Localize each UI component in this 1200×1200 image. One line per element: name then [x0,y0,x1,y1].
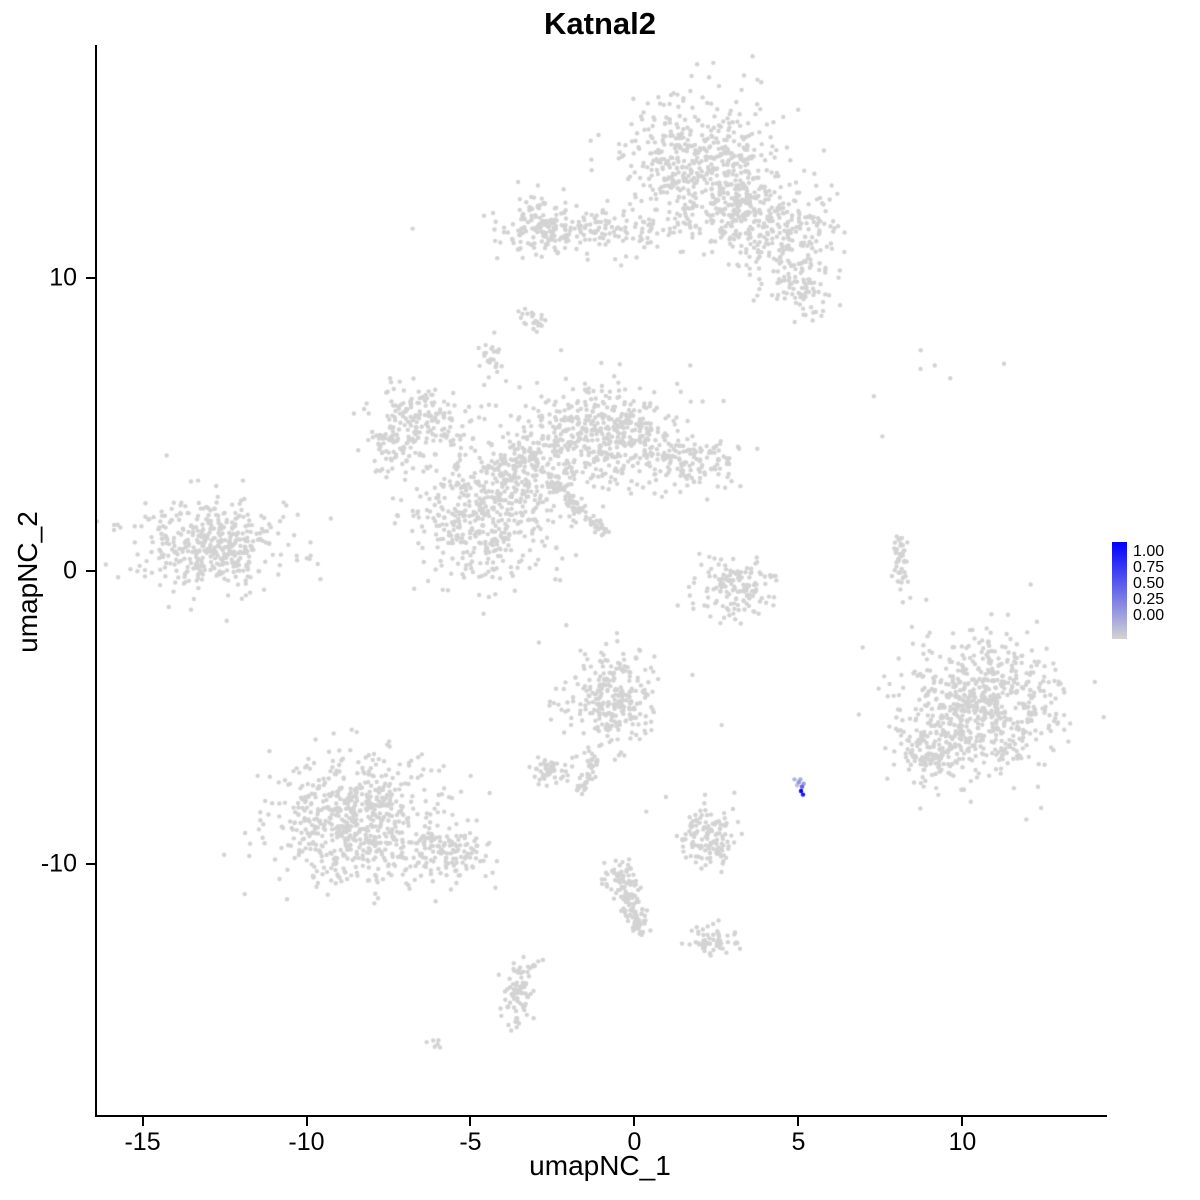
x-tick-label: -15 [124,1128,161,1156]
x-tick-mark [797,1117,800,1126]
y-tick-mark [86,863,95,866]
expression-legend: 1.00 0.75 0.50 0.25 0.00 [1112,542,1198,642]
legend-tick-label: 0.25 [1133,591,1165,608]
x-tick-mark [141,1117,144,1126]
x-tick-label: 10 [948,1128,977,1156]
plot-title: Katnal2 [544,6,656,41]
x-tick-label: -10 [288,1128,325,1156]
legend-gradient-bar [1112,542,1127,639]
x-tick-mark [961,1117,964,1126]
plot-area [95,45,1107,1117]
y-tick-mark [86,277,95,280]
y-tick-label: 0 [63,556,77,585]
x-tick-label: 0 [627,1128,642,1156]
x-tick-mark [633,1117,636,1126]
legend-tick-label: 0.50 [1133,575,1165,592]
legend-tick-label: 0.00 [1133,607,1165,624]
x-tick-label: -5 [459,1128,482,1156]
legend-tick-label: 0.75 [1133,559,1165,576]
legend-tick-label: 1.00 [1133,543,1165,560]
y-tick-mark [86,570,95,573]
umap-scatter-canvas [97,45,1107,1115]
y-tick-label: -10 [40,849,77,878]
x-axis-label: umapNC_1 [529,1150,671,1181]
y-tick-label: 10 [49,263,77,292]
y-axis-label: umapNC_2 [12,511,43,653]
x-tick-mark [469,1117,472,1126]
x-tick-label: 5 [791,1128,806,1156]
x-tick-mark [305,1117,308,1126]
